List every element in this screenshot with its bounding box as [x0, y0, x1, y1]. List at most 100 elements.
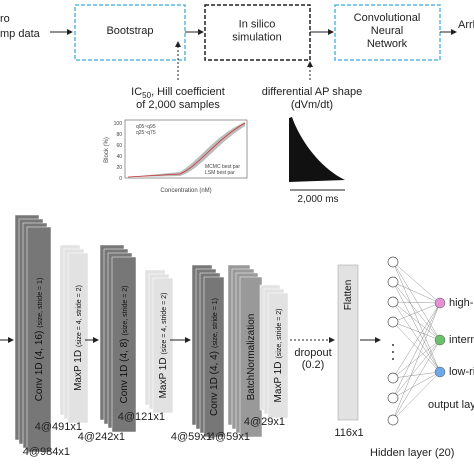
layer-label: MaxP 1D (size = 4, stride = 2)	[73, 285, 84, 391]
step-label: Neural	[371, 25, 403, 37]
layer-name: MaxP 1D	[158, 357, 169, 398]
ellipsis	[392, 358, 394, 360]
layer-detail: (size = 4, stride = 2)	[161, 293, 168, 355]
ellipsis	[392, 344, 394, 346]
edge	[392, 339, 441, 421]
edge	[392, 281, 441, 341]
layer-label: Conv 1D (4, 16) (size, stride = 1)	[34, 278, 45, 402]
note-part: 50	[142, 91, 151, 100]
x-label: Concentration (nM)	[160, 188, 211, 194]
legend: MCMC best par	[205, 164, 240, 170]
output-node	[434, 366, 446, 378]
step-label: Network	[367, 38, 408, 50]
hidden-node	[387, 256, 399, 268]
box	[74, 4, 186, 61]
dropout-label: dropout	[294, 347, 331, 359]
edge	[392, 302, 441, 421]
tick-label: 0	[119, 176, 122, 182]
target: Arrh	[458, 19, 474, 31]
edge	[392, 321, 441, 373]
layer-name: Conv 1D (4, 4)	[209, 351, 220, 416]
hidden-node	[387, 296, 399, 308]
tick-label: 80	[116, 132, 122, 138]
shape-label: 4@59x1	[209, 431, 250, 443]
source: mp data	[0, 28, 41, 40]
feature-map	[152, 277, 174, 414]
feature-map	[67, 252, 89, 424]
edge	[392, 281, 441, 373]
output-node	[434, 334, 446, 346]
layer-label: Conv 1D (4, 4) (size, stride = 1)	[209, 298, 220, 416]
edge	[392, 261, 441, 304]
tick-label: 40	[116, 154, 122, 160]
layer-label: MaxP 1D (size = 4, stride = 2)	[158, 293, 169, 399]
fit	[127, 122, 246, 178]
ap-traces	[289, 117, 345, 182]
ellipsis	[392, 351, 394, 353]
step-label: Convolutional	[354, 12, 421, 24]
edge	[392, 339, 441, 379]
legend: q05~q95	[136, 124, 156, 130]
tick-label: 20	[116, 165, 122, 171]
scale-label: 2,000 ms	[297, 194, 338, 205]
block-plot: Block (%) Concentration (nM) q05~q95 q25…	[104, 119, 248, 194]
layer-detail: (size = 4, stride = 2)	[76, 285, 83, 347]
edge	[392, 301, 441, 341]
legend: q25~q75	[136, 130, 156, 136]
feature-map	[26, 226, 52, 453]
cnn: Conv 1D (4, 16) (size, stride = 1) 4@984x1…	[0, 214, 474, 459]
step-label: Bootstrap	[106, 25, 153, 37]
edge	[392, 281, 441, 304]
flow: ro mp data Arrh IC50, Hill coefficient o…	[0, 4, 474, 111]
dropout-label: (0.2)	[302, 359, 325, 371]
edge	[392, 302, 441, 323]
hidden-node	[387, 392, 399, 404]
edge	[392, 301, 441, 304]
edge	[392, 302, 441, 399]
feature-map	[267, 292, 289, 419]
edge	[392, 371, 441, 399]
layer-name: MaxP 1D	[273, 362, 284, 403]
step-label: simulation	[232, 32, 282, 44]
note: differential AP shape	[262, 86, 363, 98]
output-label: low-ri	[449, 366, 474, 378]
plot-frame	[124, 119, 248, 179]
output-layer-label: output laye	[428, 399, 474, 411]
edge	[392, 321, 441, 341]
layer-label: Conv 1D (4, 8) (size, stride = 2)	[119, 285, 130, 403]
feature-map	[203, 276, 225, 438]
shape-label: 4@59x1	[171, 431, 212, 443]
note-part: IC	[131, 86, 142, 98]
step-label: In silico	[239, 19, 276, 31]
tick-label: 100	[114, 121, 123, 127]
hidden-node	[387, 414, 399, 426]
layer-label: MaxP 1D (size, stride = 2)	[273, 309, 284, 403]
layer-detail: (size, stride = 1)	[37, 278, 44, 328]
note: IC50, Hill coefficient	[131, 86, 225, 100]
hidden-label: Hidden layer (20)	[370, 447, 454, 459]
shape-label: 4@491x1	[35, 421, 82, 433]
hidden-node	[387, 372, 399, 384]
note: of 2,000 samples	[136, 99, 220, 111]
layer-name: MaxP 1D	[73, 350, 84, 391]
output-label: high-r	[449, 297, 474, 309]
hidden-node	[387, 316, 399, 328]
layer-detail: (size, stride = 2)	[276, 309, 283, 359]
output-node	[434, 297, 446, 309]
legend: LSM best par	[205, 170, 235, 176]
source: ro	[0, 13, 10, 25]
hidden-node	[387, 276, 399, 288]
edge	[392, 371, 441, 379]
tick-label: 60	[116, 143, 122, 149]
note-part: , Hill coefficient	[151, 86, 225, 98]
edge	[392, 339, 441, 399]
edge	[392, 302, 441, 379]
output-label: interm	[449, 334, 474, 346]
ap-plot: 2,000 ms	[289, 117, 345, 205]
flatten-label: Flatten	[343, 280, 354, 311]
layer-name: Conv 1D (4, 8)	[119, 338, 130, 403]
layer-name: BatchNormalization	[246, 314, 257, 401]
flatten-layer	[337, 264, 359, 421]
